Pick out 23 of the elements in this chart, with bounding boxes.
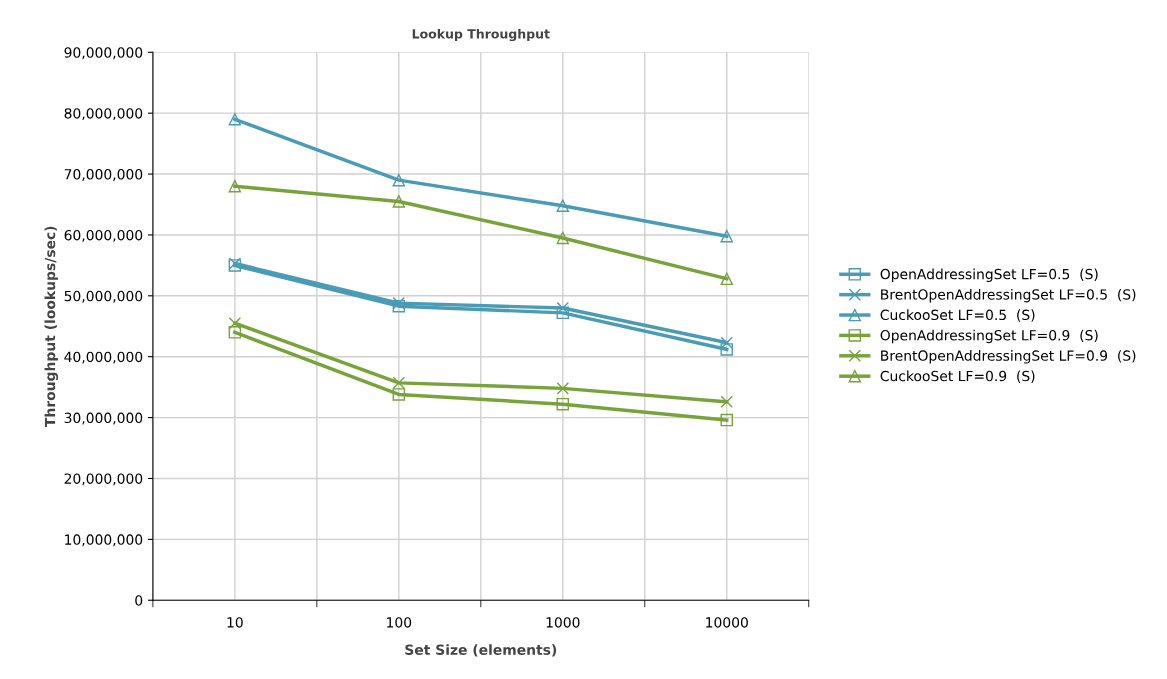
x-tick-label: 1000: [546, 617, 580, 628]
y-tick-label: 60,000,000: [64, 229, 143, 242]
y-tick-label: 80,000,000: [64, 108, 143, 121]
x-tick-label: 10000: [706, 617, 748, 628]
legend-label: OpenAddressingSet LF=0.5 (S): [880, 268, 1098, 283]
y-tick-label: 40,000,000: [64, 351, 143, 364]
y-axis-title: Throughput (lookups/sec): [44, 226, 59, 428]
legend-label: CuckooSet LF=0.5 (S): [880, 309, 1035, 322]
y-tick-label: 70,000,000: [64, 169, 143, 181]
legend-label: BrentOpenAddressingSet LF=0.9 (S): [881, 350, 1136, 364]
x-axis-title: Set Size (elements): [405, 644, 557, 657]
x-tick-label: 100: [387, 617, 412, 628]
legend-label: OpenAddressingSet LF=0.9 (S): [880, 329, 1098, 344]
x-tick-label: 10: [227, 617, 243, 628]
chart-title: Lookup Throughput: [412, 28, 550, 42]
y-tick-label: 30,000,000: [64, 412, 143, 425]
y-tick-label: 90,000,000: [64, 47, 143, 60]
y-tick-label: 10,000,000: [65, 534, 143, 547]
legend-label: BrentOpenAddressingSet LF=0.5 (S): [881, 288, 1136, 303]
y-tick-label: 20,000,000: [64, 473, 143, 486]
y-tick-label: 0: [135, 595, 143, 606]
y-tick-label: 50,000,000: [64, 290, 143, 303]
legend-label: CuckooSet LF=0.9 (S): [880, 370, 1035, 383]
